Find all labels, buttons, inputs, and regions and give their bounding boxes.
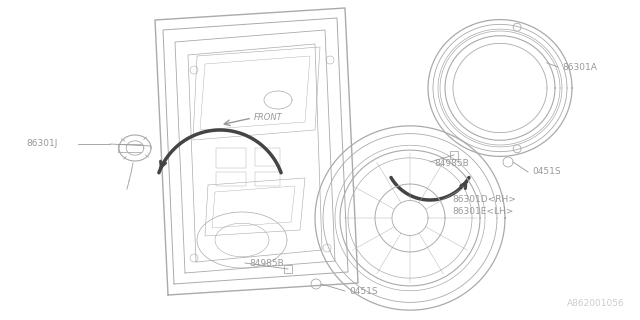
Text: 86301E<LH>: 86301E<LH> [452, 207, 513, 217]
Text: 84985B: 84985B [249, 260, 284, 268]
Text: 86301D<RH>: 86301D<RH> [452, 195, 516, 204]
Text: FRONT: FRONT [254, 114, 283, 123]
Text: 84985B: 84985B [434, 158, 468, 167]
Text: 0451S: 0451S [532, 167, 561, 177]
Text: 0451S: 0451S [349, 286, 378, 295]
Text: 86301J: 86301J [26, 140, 58, 148]
Bar [450, 151, 458, 159]
Text: 86301A: 86301A [562, 62, 597, 71]
Bar [284, 265, 292, 273]
Text: A862001056: A862001056 [567, 299, 625, 308]
